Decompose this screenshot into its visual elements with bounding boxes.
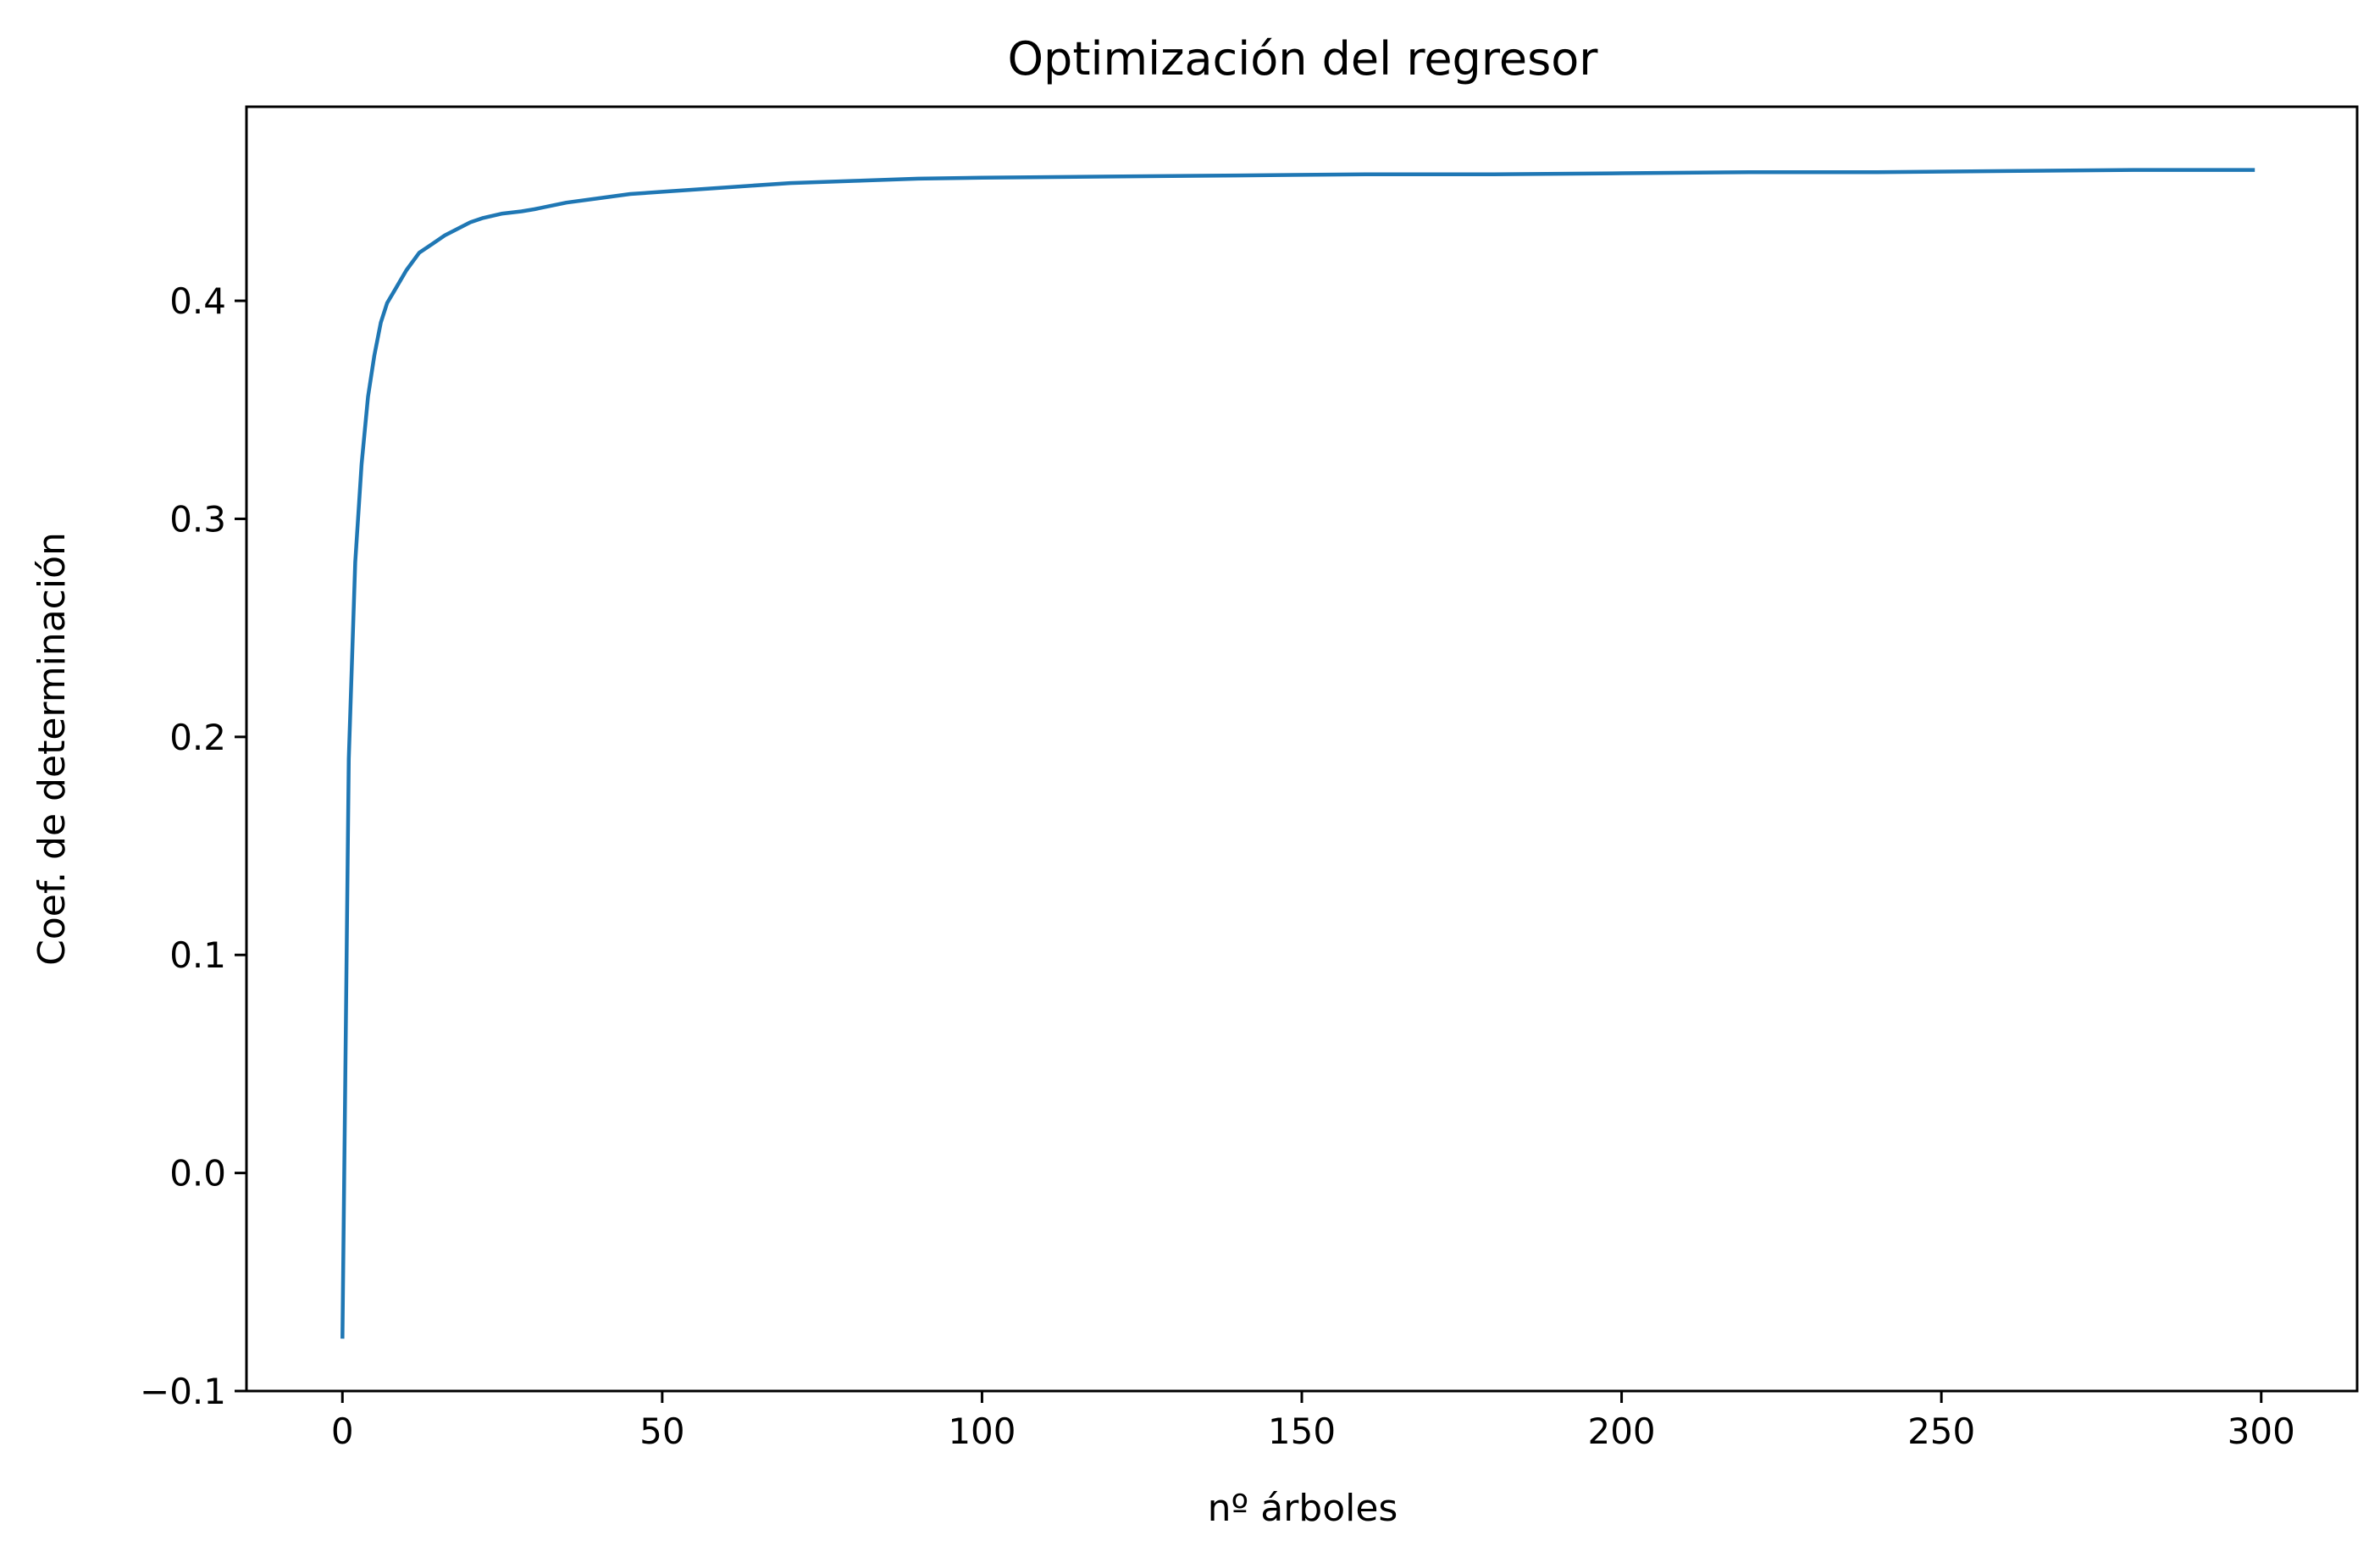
y-tick-label: 0.3: [169, 498, 226, 540]
x-tick-label: 200: [1587, 1411, 1655, 1452]
series-layer: [340, 168, 2255, 1339]
plot-area: [245, 105, 2359, 1393]
x-axis: 0 50 100 150 200 250 300: [331, 1391, 2295, 1452]
y-tick-label: 0.1: [169, 934, 226, 976]
series-line: [340, 168, 2255, 1339]
x-axis-label: nº árboles: [1208, 1487, 1398, 1530]
y-tick-label: 0.4: [169, 280, 226, 322]
y-tick-label: 0.0: [169, 1153, 226, 1194]
y-axis-label: Coef. de determinación: [30, 532, 74, 966]
x-tick-label: 50: [639, 1411, 684, 1452]
x-tick-label: 300: [2228, 1411, 2295, 1452]
y-axis: −0.1 0.0 0.1 0.2 0.3 0.4: [140, 280, 246, 1412]
y-tick-label: −0.1: [140, 1371, 226, 1412]
x-tick-label: 250: [1907, 1411, 1975, 1452]
plot-frame: [245, 105, 2359, 1393]
y-tick-label: 0.2: [169, 717, 226, 758]
x-tick-label: 100: [948, 1411, 1016, 1452]
chart-title: Optimización del regresor: [1008, 32, 1599, 86]
x-tick-label: 150: [1268, 1411, 1336, 1452]
x-tick-label: 0: [331, 1411, 354, 1452]
